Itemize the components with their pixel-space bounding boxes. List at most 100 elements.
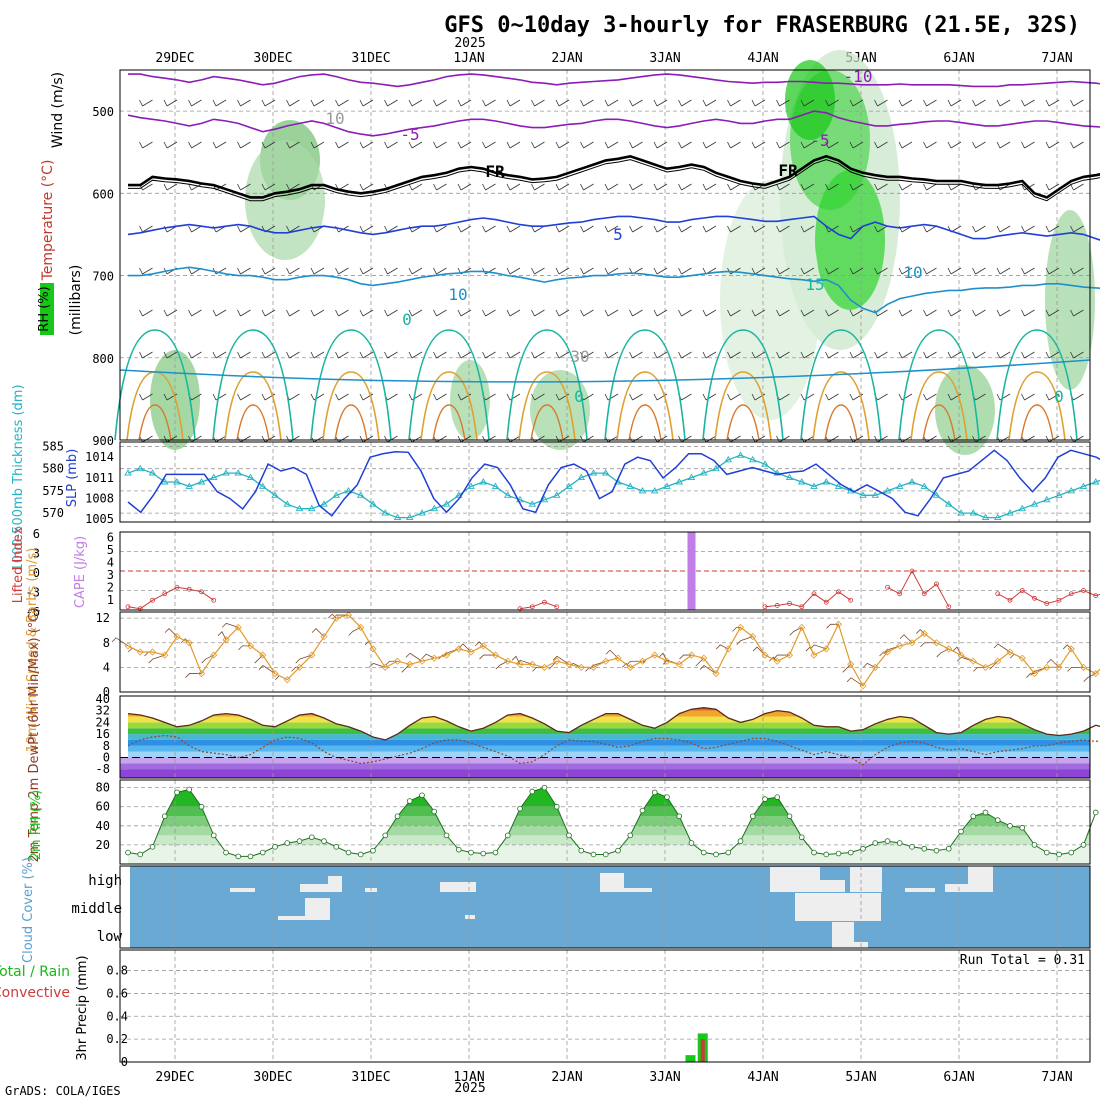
wind-marker bbox=[675, 660, 683, 668]
wind-barb bbox=[408, 267, 423, 275]
wind-barb bbox=[261, 435, 276, 443]
upper-air-ytick: 700 bbox=[92, 270, 114, 284]
wind-barb bbox=[825, 183, 839, 191]
thickness-marker bbox=[675, 478, 684, 485]
thickness-marker bbox=[271, 491, 279, 498]
thickness-marker bbox=[454, 491, 463, 498]
rh-marker bbox=[945, 845, 952, 852]
wind-barb bbox=[947, 183, 962, 191]
cloud-block bbox=[300, 884, 330, 892]
wind-barb bbox=[849, 99, 864, 107]
wind-barb bbox=[286, 309, 300, 317]
wind-markers bbox=[124, 611, 1100, 690]
wind-barb bbox=[898, 351, 913, 359]
surface-barb bbox=[789, 627, 802, 636]
wind-marker bbox=[246, 642, 255, 650]
wind-barb bbox=[286, 99, 300, 107]
isotherm-arc bbox=[910, 371, 968, 441]
wind-barb bbox=[482, 309, 496, 317]
isotherm-arc bbox=[1020, 404, 1054, 441]
wind-barb bbox=[408, 351, 423, 359]
surface-barb bbox=[495, 660, 508, 670]
wind-marker bbox=[822, 645, 830, 653]
wind-marker bbox=[834, 620, 843, 628]
thickness-marker bbox=[528, 500, 537, 507]
run-total-text: Run Total = 0.31 bbox=[960, 953, 1085, 968]
wind-barb bbox=[1021, 351, 1035, 359]
thickness-ytick: 570 bbox=[42, 506, 64, 520]
wind-barb bbox=[702, 309, 717, 317]
wind-marker bbox=[969, 657, 977, 665]
wind-barb bbox=[188, 435, 202, 443]
rh-marker bbox=[455, 846, 462, 853]
wind-barb bbox=[359, 225, 374, 233]
contour-label: 30 bbox=[570, 347, 589, 366]
bottom-date-label: 7JAN bbox=[1041, 1070, 1072, 1085]
wind-barb bbox=[751, 267, 766, 275]
wind-marker bbox=[283, 676, 291, 684]
cape-ytick: 4 bbox=[107, 556, 114, 570]
rh-marker bbox=[370, 847, 376, 854]
rh-marker bbox=[590, 851, 597, 858]
rh-marker bbox=[688, 840, 695, 846]
wind-barb bbox=[433, 267, 447, 275]
wind-marker bbox=[320, 633, 328, 641]
wind-barb bbox=[825, 393, 839, 401]
thickness-marker bbox=[1018, 504, 1027, 512]
thickness-marker bbox=[1006, 509, 1014, 516]
rh-marker bbox=[161, 813, 168, 820]
rh-marker bbox=[259, 849, 266, 856]
surface-barb bbox=[368, 662, 386, 668]
contour-label: 10 bbox=[903, 263, 922, 282]
surface-barb bbox=[752, 646, 766, 656]
wind-barb bbox=[237, 309, 251, 317]
rh-marker bbox=[847, 849, 854, 856]
temp-ytick: 16 bbox=[96, 727, 110, 741]
wind-barb bbox=[286, 141, 300, 149]
rh-patch bbox=[245, 140, 325, 260]
wind-barb bbox=[678, 435, 692, 443]
rh-ytick: 40 bbox=[96, 819, 110, 833]
temp-ytick: 8 bbox=[103, 739, 110, 753]
rh-marker bbox=[958, 828, 964, 835]
rh-marker bbox=[406, 798, 413, 804]
isotherm-arc bbox=[236, 404, 270, 441]
rh-marker bbox=[1056, 851, 1062, 858]
temperature-frame bbox=[119, 695, 1091, 779]
bottom-date-label: 30DEC bbox=[253, 1070, 292, 1085]
wind-marker bbox=[871, 663, 879, 671]
thickness-ytick: 575 bbox=[42, 484, 64, 498]
wind-marker bbox=[271, 669, 279, 678]
cloud-block bbox=[820, 880, 845, 892]
wind-barb bbox=[751, 99, 766, 107]
thickness-marker bbox=[356, 491, 365, 498]
thickness-marker bbox=[136, 464, 145, 472]
rh-patch bbox=[530, 370, 590, 450]
wind-barb bbox=[604, 225, 619, 233]
thickness-marker bbox=[577, 473, 586, 481]
thickness-marker bbox=[834, 482, 843, 489]
wind-barb bbox=[898, 99, 913, 107]
wind-barb bbox=[457, 99, 472, 107]
isotherm-arc bbox=[922, 404, 956, 441]
thickness-marker bbox=[222, 469, 230, 476]
wind-marker bbox=[234, 623, 242, 631]
wind-barb bbox=[457, 435, 472, 443]
wind-barb bbox=[261, 393, 276, 401]
rh-marker bbox=[394, 813, 401, 820]
thickness-marker bbox=[785, 473, 794, 481]
wind-barb bbox=[261, 99, 276, 107]
wind-barb bbox=[751, 225, 766, 233]
wind-barb bbox=[678, 351, 692, 359]
surface-barb bbox=[291, 666, 300, 672]
lifted-index-line bbox=[127, 569, 1100, 610]
wind-barb bbox=[261, 351, 276, 359]
isotherm-arc bbox=[420, 371, 478, 441]
wind-barb bbox=[678, 99, 692, 107]
wind-barb bbox=[433, 351, 447, 359]
temp-ytick: 0 bbox=[103, 751, 110, 765]
wind-barb bbox=[384, 141, 398, 149]
isotherm-arc bbox=[310, 329, 392, 441]
wind-barb bbox=[947, 267, 962, 275]
wind-barb bbox=[972, 225, 986, 233]
